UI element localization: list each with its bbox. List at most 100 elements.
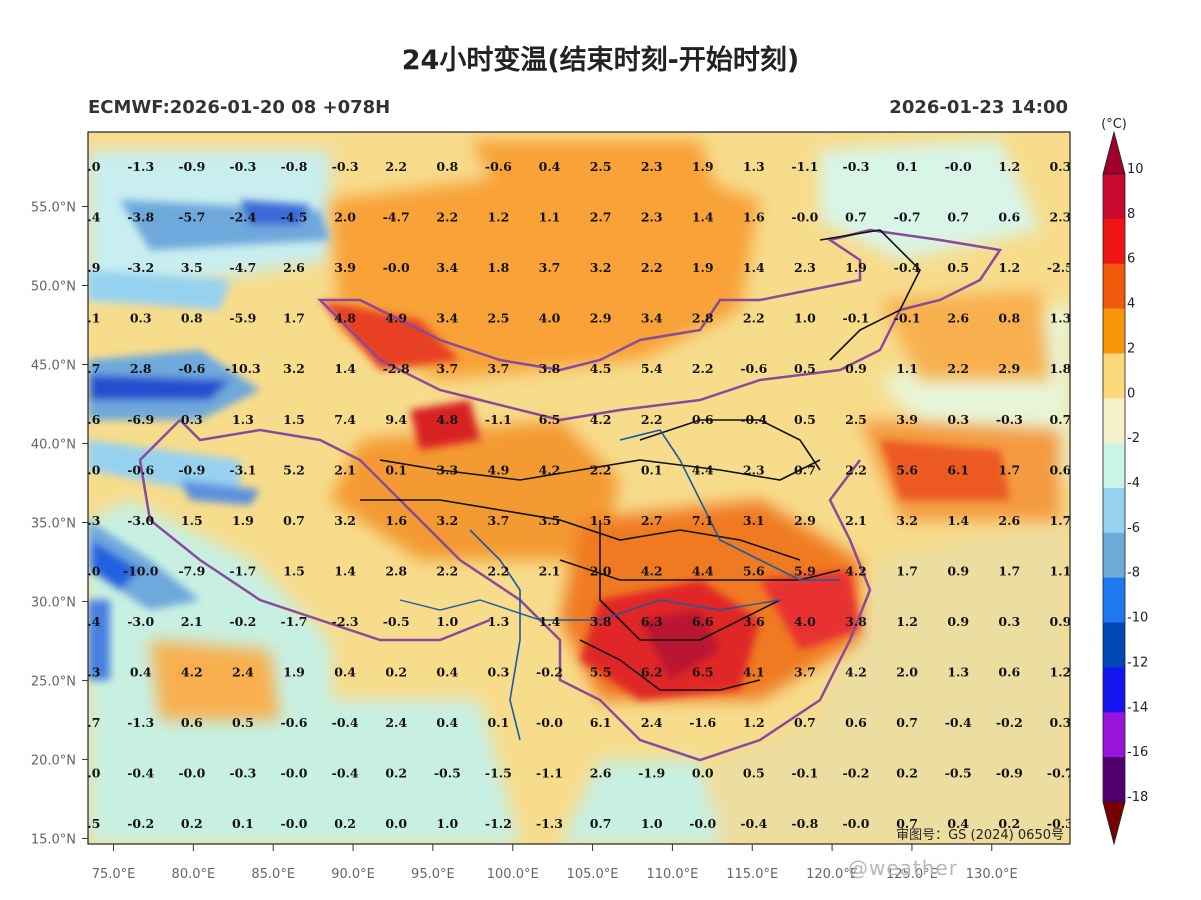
grid-value: 0.2 bbox=[998, 816, 1020, 831]
grid-value: -0.3 bbox=[229, 159, 256, 174]
grid-value: 6.5 bbox=[539, 412, 561, 427]
grid-value: -1.7 bbox=[229, 563, 256, 578]
grid-value: 1.7 bbox=[896, 563, 918, 578]
grid-value: 1.9 bbox=[232, 513, 254, 528]
lat-label: 40.0°N bbox=[31, 437, 76, 452]
grid-value: 1.1 bbox=[1050, 563, 1072, 578]
grid-value: 1.0 bbox=[436, 816, 458, 831]
grid-value: 1.2 bbox=[998, 159, 1020, 174]
grid-value: 3.8 bbox=[845, 614, 867, 629]
colorbar-segment bbox=[1103, 577, 1125, 624]
grid-value: -0.0 bbox=[281, 766, 308, 781]
grid-value: 2.9 bbox=[794, 513, 816, 528]
grid-value: 2.2 bbox=[590, 462, 612, 477]
boundaries bbox=[138, 228, 1003, 762]
grid-value: 1.3 bbox=[743, 159, 765, 174]
grid-value: 6.6 bbox=[692, 614, 714, 629]
grid-value: 2.2 bbox=[385, 159, 407, 174]
grid-value: 0.4 bbox=[436, 715, 458, 730]
grid-value: 4.1 bbox=[743, 665, 765, 680]
grid-value: -3.1 bbox=[229, 462, 256, 477]
grid-value: 1.9 bbox=[692, 159, 714, 174]
grid-value: -0.0 bbox=[383, 260, 410, 275]
grid-value: 4.8 bbox=[436, 412, 458, 427]
grid-value: 3.4 bbox=[641, 311, 663, 326]
grid-value: 4.8 bbox=[334, 311, 356, 326]
grid-value: 0.6 bbox=[845, 715, 867, 730]
grid-value: -1.6 bbox=[689, 715, 716, 730]
grid-value: 0.9 bbox=[947, 614, 969, 629]
grid-value: 0.3 bbox=[1050, 159, 1072, 174]
grid-value: 1.8 bbox=[1050, 361, 1072, 376]
grid-value: 7.4 bbox=[334, 412, 356, 427]
grid-value: 1.9 bbox=[692, 260, 714, 275]
grid-value: 3.7 bbox=[539, 260, 561, 275]
grid-value: 3.4 bbox=[436, 260, 458, 275]
longitude-axis: 75.0°E 80.0°E 85.0°E 90.0°E 95.0°E 100.0°E 105… bbox=[92, 844, 1018, 882]
colorbar-border bbox=[1102, 173, 1126, 803]
grid-value: -3.0 bbox=[127, 513, 154, 528]
grid-value: 1.9 bbox=[283, 665, 305, 680]
grid-value: 0.2 bbox=[385, 766, 407, 781]
grid-value: 2.4 bbox=[385, 715, 407, 730]
grid-value: 1.4 bbox=[743, 260, 765, 275]
grid-value: 2.2 bbox=[641, 412, 663, 427]
grid-value: 4.2 bbox=[641, 563, 663, 578]
grid-value: 1.9 bbox=[845, 260, 867, 275]
grid-value: 2.2 bbox=[743, 311, 765, 326]
grid-value: -4.7 bbox=[229, 260, 256, 275]
grid-value: 3.7 bbox=[794, 665, 816, 680]
grid-value: -0.0 bbox=[791, 210, 818, 225]
grid-value: 2.5 bbox=[590, 159, 612, 174]
grid-value: 0.2 bbox=[334, 816, 356, 831]
lon-label: 125.0°E bbox=[886, 867, 938, 882]
grid-value: 2.9 bbox=[998, 361, 1020, 376]
grid-value: 1.7 bbox=[1050, 513, 1072, 528]
grid-value: 0.2 bbox=[896, 766, 918, 781]
grid-value: -10.0 bbox=[123, 563, 159, 578]
grid-value: 9.4 bbox=[385, 412, 407, 427]
grid-value: 1.2 bbox=[488, 210, 510, 225]
grid-value: 0.2 bbox=[181, 816, 203, 831]
grid-value: -1.2 bbox=[485, 816, 512, 831]
grid-value: 0.4 bbox=[334, 665, 356, 680]
colorbar-segment bbox=[1103, 398, 1125, 444]
colorbar-bottom-extension bbox=[1102, 801, 1126, 846]
grid-value: 0.5 bbox=[794, 361, 816, 376]
grid-value: 5.2 bbox=[283, 462, 305, 477]
grid-value: 0.4 bbox=[539, 159, 561, 174]
grid-value: -0.6 bbox=[281, 715, 308, 730]
lon-label: 95.0°E bbox=[411, 867, 455, 882]
grid-value: 1.4 bbox=[947, 513, 969, 528]
grid-value: 4.0 bbox=[79, 563, 101, 578]
grid-value: -0.8 bbox=[281, 159, 308, 174]
grid-value: -0.0 bbox=[281, 816, 308, 831]
colorbar-label: -12 bbox=[1127, 655, 1148, 670]
colorbar-top-extension bbox=[1102, 130, 1126, 175]
map-field: 4.0 -1.3 -0.9 -0.3 -0.8 -0.3 2.2 0.8 -0.6 0.4 2.5 2… bbox=[79, 132, 1074, 844]
grid-value: 2.0 bbox=[590, 563, 612, 578]
grid-value: -0.2 bbox=[536, 665, 563, 680]
lon-label: 90.0°E bbox=[331, 867, 375, 882]
grid-value: -1.5 bbox=[485, 766, 512, 781]
colorbar-label: 8 bbox=[1127, 207, 1135, 222]
grid-value: -4.5 bbox=[281, 210, 308, 225]
grid-value: -1.3 bbox=[127, 715, 154, 730]
colorbar-segment bbox=[1103, 667, 1125, 713]
lat-label: 50.0°N bbox=[31, 279, 76, 294]
lon-label: 75.0°E bbox=[92, 867, 136, 882]
colorbar-segment bbox=[1103, 757, 1125, 803]
grid-value: 2.2 bbox=[947, 361, 969, 376]
grid-value: 5.9 bbox=[794, 563, 816, 578]
grid-value: -2.5 bbox=[1047, 260, 1074, 275]
colorbar-label: -18 bbox=[1127, 790, 1148, 805]
grid-value: 3.9 bbox=[79, 260, 101, 275]
grid-value: -1.9 bbox=[638, 766, 665, 781]
grid-value: 4.4 bbox=[692, 462, 714, 477]
grid-value: -0.3 bbox=[332, 159, 359, 174]
model-run-label: ECMWF:2026-01-20 08 +078H bbox=[88, 97, 391, 118]
grid-value: 2.3 bbox=[743, 462, 765, 477]
lon-label: 120.0°E bbox=[806, 867, 858, 882]
grid-value: 0.9 bbox=[845, 361, 867, 376]
grid-value: 0.1 bbox=[385, 462, 407, 477]
